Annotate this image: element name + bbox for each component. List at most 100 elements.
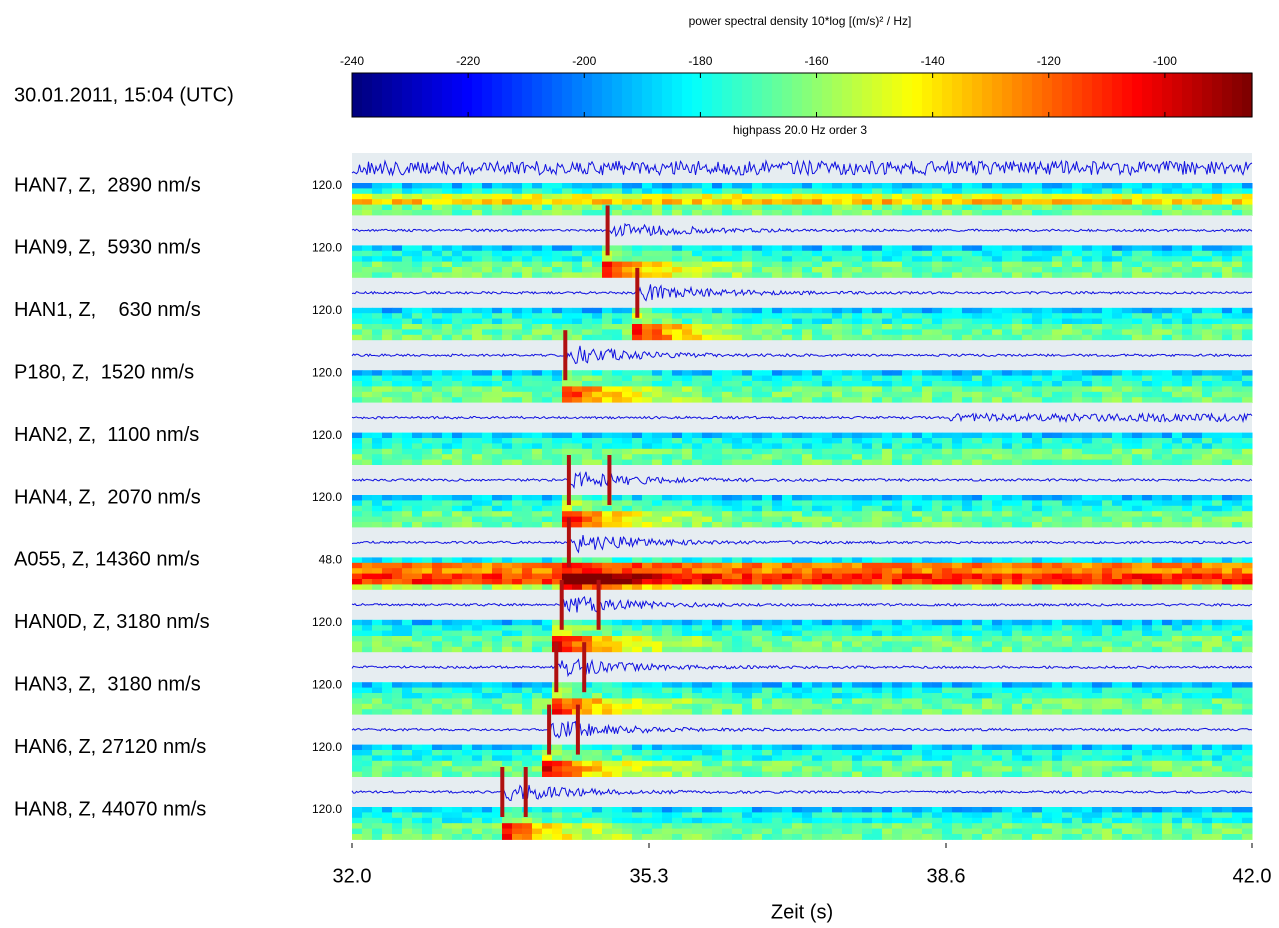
spectrogram-cell [952,631,963,637]
spectrogram-cell [772,574,783,580]
spectrogram-cell [892,460,903,466]
spectrogram-cell [1192,308,1203,314]
spectrogram-cell [712,511,723,517]
spectrogram-cell [352,511,363,517]
spectrogram-cell [932,324,943,330]
spectrogram-cell [1222,704,1233,710]
spectrogram-cell [372,370,383,376]
spectrogram-cell [1162,392,1173,398]
spectrogram-cell [872,245,883,251]
colorbar-cell [812,73,823,117]
spectrogram-cell [1232,693,1243,699]
spectrogram-cell [382,188,393,194]
spectrogram-cell [772,682,783,688]
spectrogram-cell [532,709,543,715]
spectrogram-cell [772,568,783,574]
spectrogram-cell [1022,631,1033,637]
spectrogram-cell [632,500,643,506]
spectrogram-cell [422,272,433,278]
spectrogram-cell [782,698,793,704]
spectrogram-cell [422,500,433,506]
spectrogram-cell [1192,500,1203,506]
spectrogram-cell [732,272,743,278]
spectrogram-cell [452,579,463,585]
spectrogram-cell [972,500,983,506]
spectrogram-cell [882,709,893,715]
spectrogram-cell [402,454,413,460]
spectrogram-cell [452,454,463,460]
spectrogram-cell [462,511,473,517]
spectrogram-cell [1132,495,1143,501]
spectrogram-cell [872,563,883,569]
spectrogram-cell [1002,267,1013,273]
spectrogram-cell [1132,557,1143,563]
spectrogram-cell [462,647,473,653]
spectrogram-cell [512,245,523,251]
spectrogram-cell [432,636,443,642]
spectrogram-cell [472,205,483,211]
spectrogram-cell [632,682,643,688]
spectrogram-cell [1032,641,1043,647]
spectrogram-cell [1132,688,1143,694]
spectrogram-cell [942,267,953,273]
spectrogram-cell [812,205,823,211]
spectrogram-cell [902,433,913,439]
spectrogram-cell [732,381,743,387]
spectrogram-cell [492,579,503,585]
spectrogram-cell [1012,636,1023,642]
spectrogram-cell [912,329,923,335]
spectrogram-cell [472,272,483,278]
spectrogram-cell [862,500,873,506]
spectrogram-cell [462,557,473,563]
spectrogram-cell [402,370,413,376]
spectrogram-cell [842,381,853,387]
spectrogram-cell [712,688,723,694]
spectrogram-cell [872,386,883,392]
spectrogram-cell [722,319,733,325]
spectrogram-cell [362,625,373,631]
spectrogram-cell [1122,443,1133,449]
spectrogram-cell [1112,557,1123,563]
spectrogram-cell [942,568,953,574]
spectrogram-cell [592,324,603,330]
spectrogram-cell [1122,308,1133,314]
spectrogram-cell [422,256,433,262]
spectrogram-cell [1022,329,1033,335]
spectrogram-cell [762,511,773,517]
spectrogram-cell [702,397,713,403]
spectrogram-cell [1102,574,1113,580]
spectrogram-cell [1152,568,1163,574]
spectrogram-cell [482,256,493,262]
spectrogram-cell [852,205,863,211]
spectrogram-cell [422,313,433,319]
spectrogram-cell [352,308,363,314]
spectrogram-cell [952,460,963,466]
spectrogram-cell [862,370,873,376]
spectrogram-cell [732,631,743,637]
spectrogram-cell [572,194,583,200]
spectrogram-cell [982,397,993,403]
spectrogram-cell [652,392,663,398]
spectrogram-cell [1102,251,1113,257]
spectrogram-cell [472,454,483,460]
spectrogram-cell [782,631,793,637]
spectrogram-cell [1062,438,1073,444]
spectrogram-cell [1212,693,1223,699]
spectrogram-cell [1222,688,1233,694]
spectrogram-cell [1142,636,1153,642]
spectrogram-cell [1082,370,1093,376]
spectrogram-cell [1122,449,1133,455]
spectrogram-cell [822,324,833,330]
spectrogram-cell [782,335,793,341]
spectrogram-cell [712,682,723,688]
spectrogram-cell [382,194,393,200]
spectrogram-cell [932,381,943,387]
spectrogram-cell [432,500,443,506]
spectrogram-cell [1092,251,1103,257]
spectrogram-cell [1212,438,1223,444]
colorbar-cell [862,73,873,117]
spectrogram-cell [492,267,503,273]
spectrogram-cell [982,262,993,268]
spectrogram-cell [1162,335,1173,341]
spectrogram-cell [922,188,933,194]
